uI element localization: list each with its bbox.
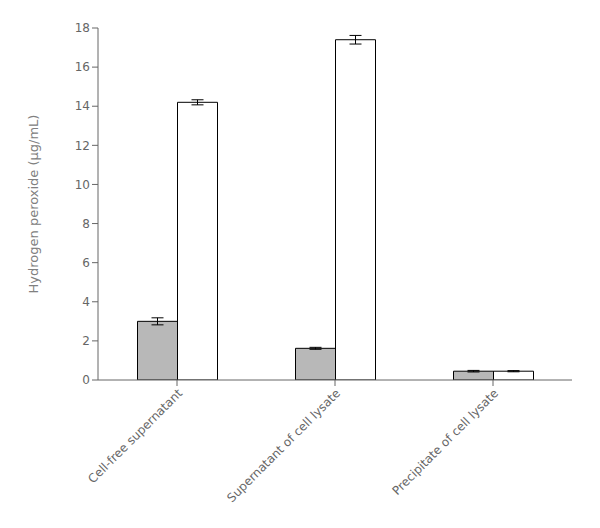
svg-text:6: 6	[82, 256, 90, 270]
svg-text:Precipitate of cell lysate: Precipitate of cell lysate	[389, 386, 501, 498]
svg-text:14: 14	[75, 99, 90, 113]
svg-text:10: 10	[75, 178, 90, 192]
svg-text:2: 2	[82, 334, 90, 348]
svg-text:Supernatant of cell lysate: Supernatant of cell lysate	[224, 386, 343, 505]
svg-text:18: 18	[75, 21, 90, 35]
svg-text:16: 16	[75, 60, 90, 74]
svg-text:Hydrogen peroxide (μg/mL): Hydrogen peroxide (μg/mL)	[26, 115, 41, 294]
svg-text:0: 0	[82, 373, 90, 387]
svg-text:Cell-free supernatant: Cell-free supernatant	[85, 386, 185, 486]
svg-text:4: 4	[82, 295, 90, 309]
svg-text:12: 12	[75, 139, 90, 153]
svg-text:8: 8	[82, 217, 90, 231]
